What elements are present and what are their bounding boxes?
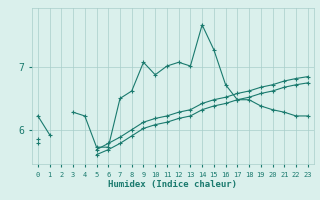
X-axis label: Humidex (Indice chaleur): Humidex (Indice chaleur) [108, 180, 237, 189]
